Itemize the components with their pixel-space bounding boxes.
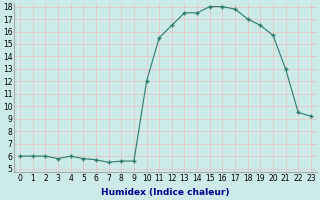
X-axis label: Humidex (Indice chaleur): Humidex (Indice chaleur) <box>101 188 230 197</box>
